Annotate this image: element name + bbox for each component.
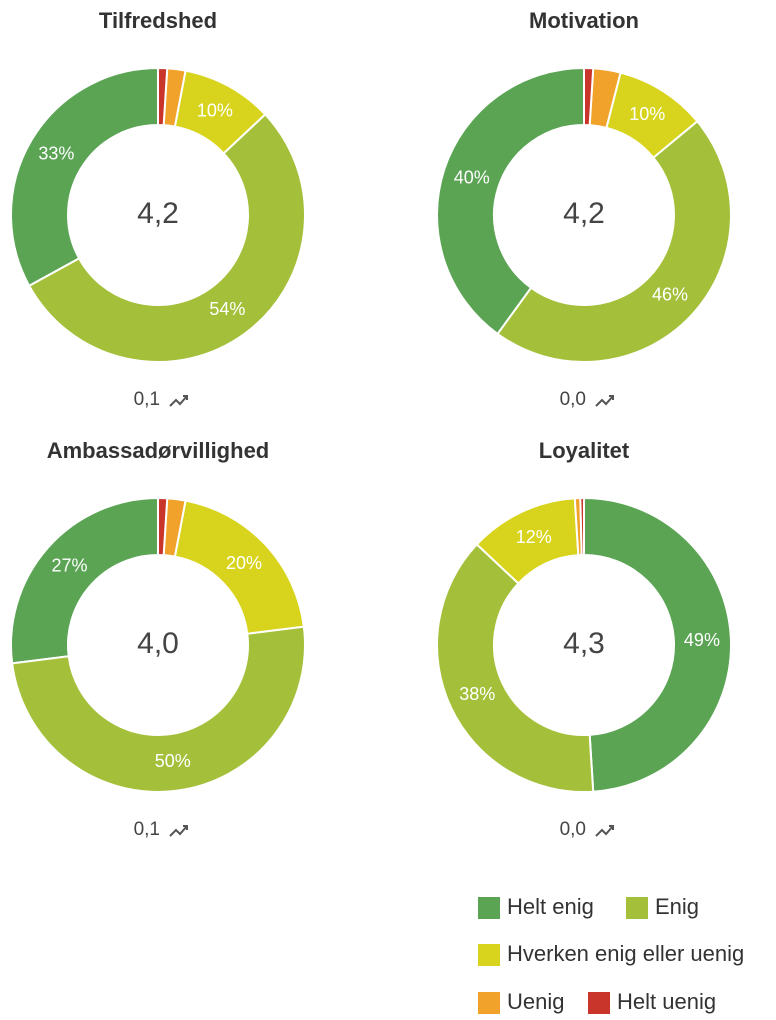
legend-label: Helt enig	[507, 894, 594, 919]
donut-chart: Ambassadørvillighed 27% 50% 20% 4,0 0,1	[10, 438, 306, 840]
donut-segment	[436, 542, 595, 793]
center-score: 4,0	[137, 627, 179, 660]
data-label: 12%	[516, 527, 552, 547]
trend-icon	[169, 395, 188, 407]
legend-label: Uenig	[507, 989, 564, 1014]
donut-segment	[579, 496, 585, 557]
trend-value: 0,1	[134, 819, 160, 840]
legend: Helt enig Enig Hverken enig eller uenig Uen…	[478, 894, 744, 1014]
legend-label: Helt uenig	[617, 989, 716, 1014]
data-label: 20%	[226, 553, 262, 573]
data-label: 40%	[454, 167, 490, 187]
data-label: 50%	[155, 751, 191, 771]
chart-title: Motivation	[529, 8, 639, 33]
donut-chart: Tilfredshed 33% 54% 10% 4,2 0,1	[10, 8, 306, 410]
legend-label: Enig	[655, 894, 699, 919]
trend-icon	[595, 395, 614, 407]
donut-segment	[583, 66, 595, 127]
chart-title: Loyalitet	[539, 438, 630, 463]
donut-segment	[157, 66, 169, 127]
trend-value: 0,0	[560, 819, 586, 840]
legend-label: Hverken enig eller uenig	[507, 941, 744, 966]
trend-value: 0,0	[560, 389, 586, 410]
center-score: 4,2	[137, 197, 179, 230]
data-label: 38%	[459, 684, 495, 704]
chart-title: Tilfredshed	[99, 8, 217, 33]
donut-chart: Motivation 40% 46% 10% 4,2 0,0	[436, 8, 732, 410]
donut-segment	[11, 625, 306, 793]
center-score: 4,2	[563, 197, 605, 230]
trend-icon	[169, 825, 188, 837]
trend-value: 0,1	[134, 389, 160, 410]
center-score: 4,3	[563, 627, 605, 660]
legend-swatch	[626, 897, 648, 919]
data-label: 49%	[684, 630, 720, 650]
data-label: 33%	[38, 144, 74, 164]
legend-swatch	[478, 992, 500, 1014]
legend-swatch	[478, 897, 500, 919]
donut-segment	[157, 496, 169, 557]
donut-segment	[27, 112, 306, 363]
trend-icon	[595, 825, 614, 837]
data-label: 27%	[51, 556, 87, 576]
legend-swatch	[588, 992, 610, 1014]
donut-segment	[10, 496, 159, 665]
data-label: 46%	[652, 285, 688, 305]
donut-segment	[583, 496, 732, 793]
legend-swatch	[478, 944, 500, 966]
donut-segment	[10, 66, 159, 288]
donut-chart: Loyalitet 49% 38% 12% 4,3 0,0	[436, 438, 732, 840]
data-label: 54%	[209, 299, 245, 319]
data-label: 10%	[629, 104, 665, 124]
chart-title: Ambassadørvillighed	[47, 438, 270, 463]
donut-segment	[496, 119, 732, 363]
donut-segment	[436, 66, 585, 336]
data-label: 10%	[197, 100, 233, 120]
